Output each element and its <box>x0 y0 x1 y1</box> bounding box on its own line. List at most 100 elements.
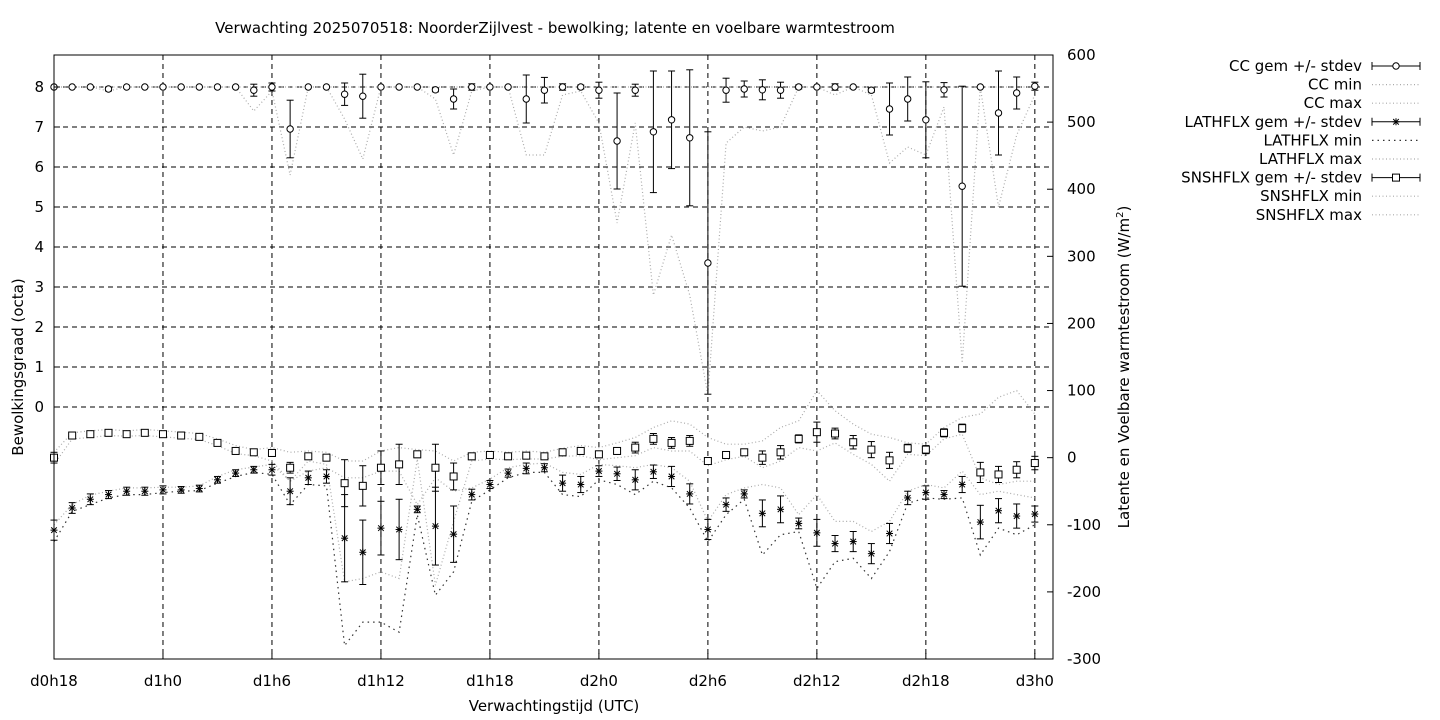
data-point-square <box>376 463 385 472</box>
data-point-circle <box>213 83 222 91</box>
y-tick-label: 4 <box>34 238 44 256</box>
data-point-circle <box>377 83 385 91</box>
data-point-square <box>213 438 222 447</box>
data-point-star <box>431 522 439 530</box>
data-point-square <box>667 438 676 447</box>
data-point-square <box>540 452 549 461</box>
data-point-square <box>758 453 767 462</box>
data-point-circle <box>286 125 294 133</box>
series-line-lathflx-max <box>53 462 1035 533</box>
data-point-circle <box>468 83 476 91</box>
data-point-circle <box>704 259 712 267</box>
data-point-star <box>395 525 403 533</box>
data-point-star <box>559 479 567 487</box>
data-point-star <box>795 519 803 527</box>
data-point-star <box>159 486 167 494</box>
data-point-star <box>104 491 112 499</box>
data-point-square <box>685 436 694 445</box>
data-point-square <box>249 448 258 457</box>
legend-label: LATHFLX gem +/- stdev <box>1184 113 1362 131</box>
data-point-square <box>485 450 494 459</box>
data-point-circle <box>958 182 966 190</box>
data-point-star <box>68 504 76 512</box>
data-point-star <box>486 481 494 489</box>
data-point-circle <box>504 83 512 91</box>
data-point-star <box>413 505 421 513</box>
data-point-circle <box>740 85 748 93</box>
data-point-square <box>431 463 440 472</box>
data-point-square <box>649 434 658 443</box>
legend-item: SNSHFLX gem +/- stdev <box>1181 169 1421 187</box>
data-point-star <box>904 494 912 502</box>
legend-item: SNSHFLX max <box>1256 206 1420 224</box>
data-point-circle <box>268 83 276 91</box>
y2-tick-label: -300 <box>1067 650 1101 668</box>
data-point-circle <box>795 83 803 91</box>
data-point-square <box>885 456 894 465</box>
data-point-circle <box>159 83 167 91</box>
data-point-star <box>813 529 821 537</box>
y-tick-label: 8 <box>34 78 44 96</box>
chart-title: Verwachting 2025070518: NoorderZijlvest … <box>215 19 895 37</box>
data-point-star <box>86 495 94 503</box>
data-point-square <box>1030 459 1039 468</box>
data-point-star <box>250 466 258 474</box>
data-point-star <box>195 485 203 493</box>
data-point-circle <box>522 95 530 103</box>
data-point-star <box>686 490 694 498</box>
data-point-square <box>358 481 367 490</box>
data-point-star <box>740 490 748 498</box>
data-point-star <box>849 538 857 546</box>
data-point-square <box>286 463 295 472</box>
data-point-circle <box>776 86 785 94</box>
data-point-circle <box>359 92 367 100</box>
data-point-circle <box>1031 82 1039 90</box>
data-point-square <box>68 431 77 440</box>
data-point-star <box>613 470 621 478</box>
x-tick-label: d1h18 <box>466 672 514 690</box>
series-line-cc-min <box>54 86 1036 396</box>
data-point-square <box>812 428 821 437</box>
y-tick-label: 0 <box>34 398 44 416</box>
y-tick-label: 6 <box>34 158 44 176</box>
data-point-square <box>158 430 167 439</box>
data-point-star <box>450 530 458 538</box>
data-point-square <box>86 430 95 439</box>
data-point-circle <box>250 86 258 94</box>
data-point-square <box>504 452 513 461</box>
data-point-circle <box>177 83 185 91</box>
data-point-square <box>449 472 458 481</box>
data-point-circle <box>86 83 95 91</box>
data-point-circle <box>867 86 876 94</box>
data-point-star <box>177 486 185 494</box>
legend-item: LATHFLX min <box>1263 131 1420 149</box>
data-point-circle <box>849 83 857 91</box>
data-point-circle <box>195 83 204 91</box>
y2-tick-label: 100 <box>1067 382 1096 400</box>
data-point-star <box>704 525 712 533</box>
data-point-star <box>322 472 330 480</box>
data-point-square <box>921 445 930 454</box>
y2-tick-label: 600 <box>1067 46 1096 64</box>
y-axis-label: Bewolkingsgraad (octa) <box>9 278 27 456</box>
y-tick-label: 5 <box>34 198 44 216</box>
data-point-square <box>395 460 404 469</box>
data-point-square <box>940 428 949 437</box>
grid-lines <box>53 55 1053 659</box>
data-point-square <box>722 450 731 459</box>
data-point-star <box>123 487 131 495</box>
data-point-square <box>340 479 349 488</box>
y-tick-label: 7 <box>34 118 44 136</box>
data-point-star <box>886 530 894 538</box>
data-point-circle <box>722 86 730 94</box>
data-point-square <box>867 445 876 454</box>
data-point-star <box>268 466 276 474</box>
legend-marker-square <box>1392 173 1400 182</box>
legend-label: CC min <box>1308 76 1362 94</box>
data-point-circle <box>649 128 658 136</box>
plot-frame <box>53 54 1054 660</box>
min-max-bands <box>53 86 1036 648</box>
data-point-star <box>631 476 639 484</box>
data-point-square <box>140 428 149 437</box>
